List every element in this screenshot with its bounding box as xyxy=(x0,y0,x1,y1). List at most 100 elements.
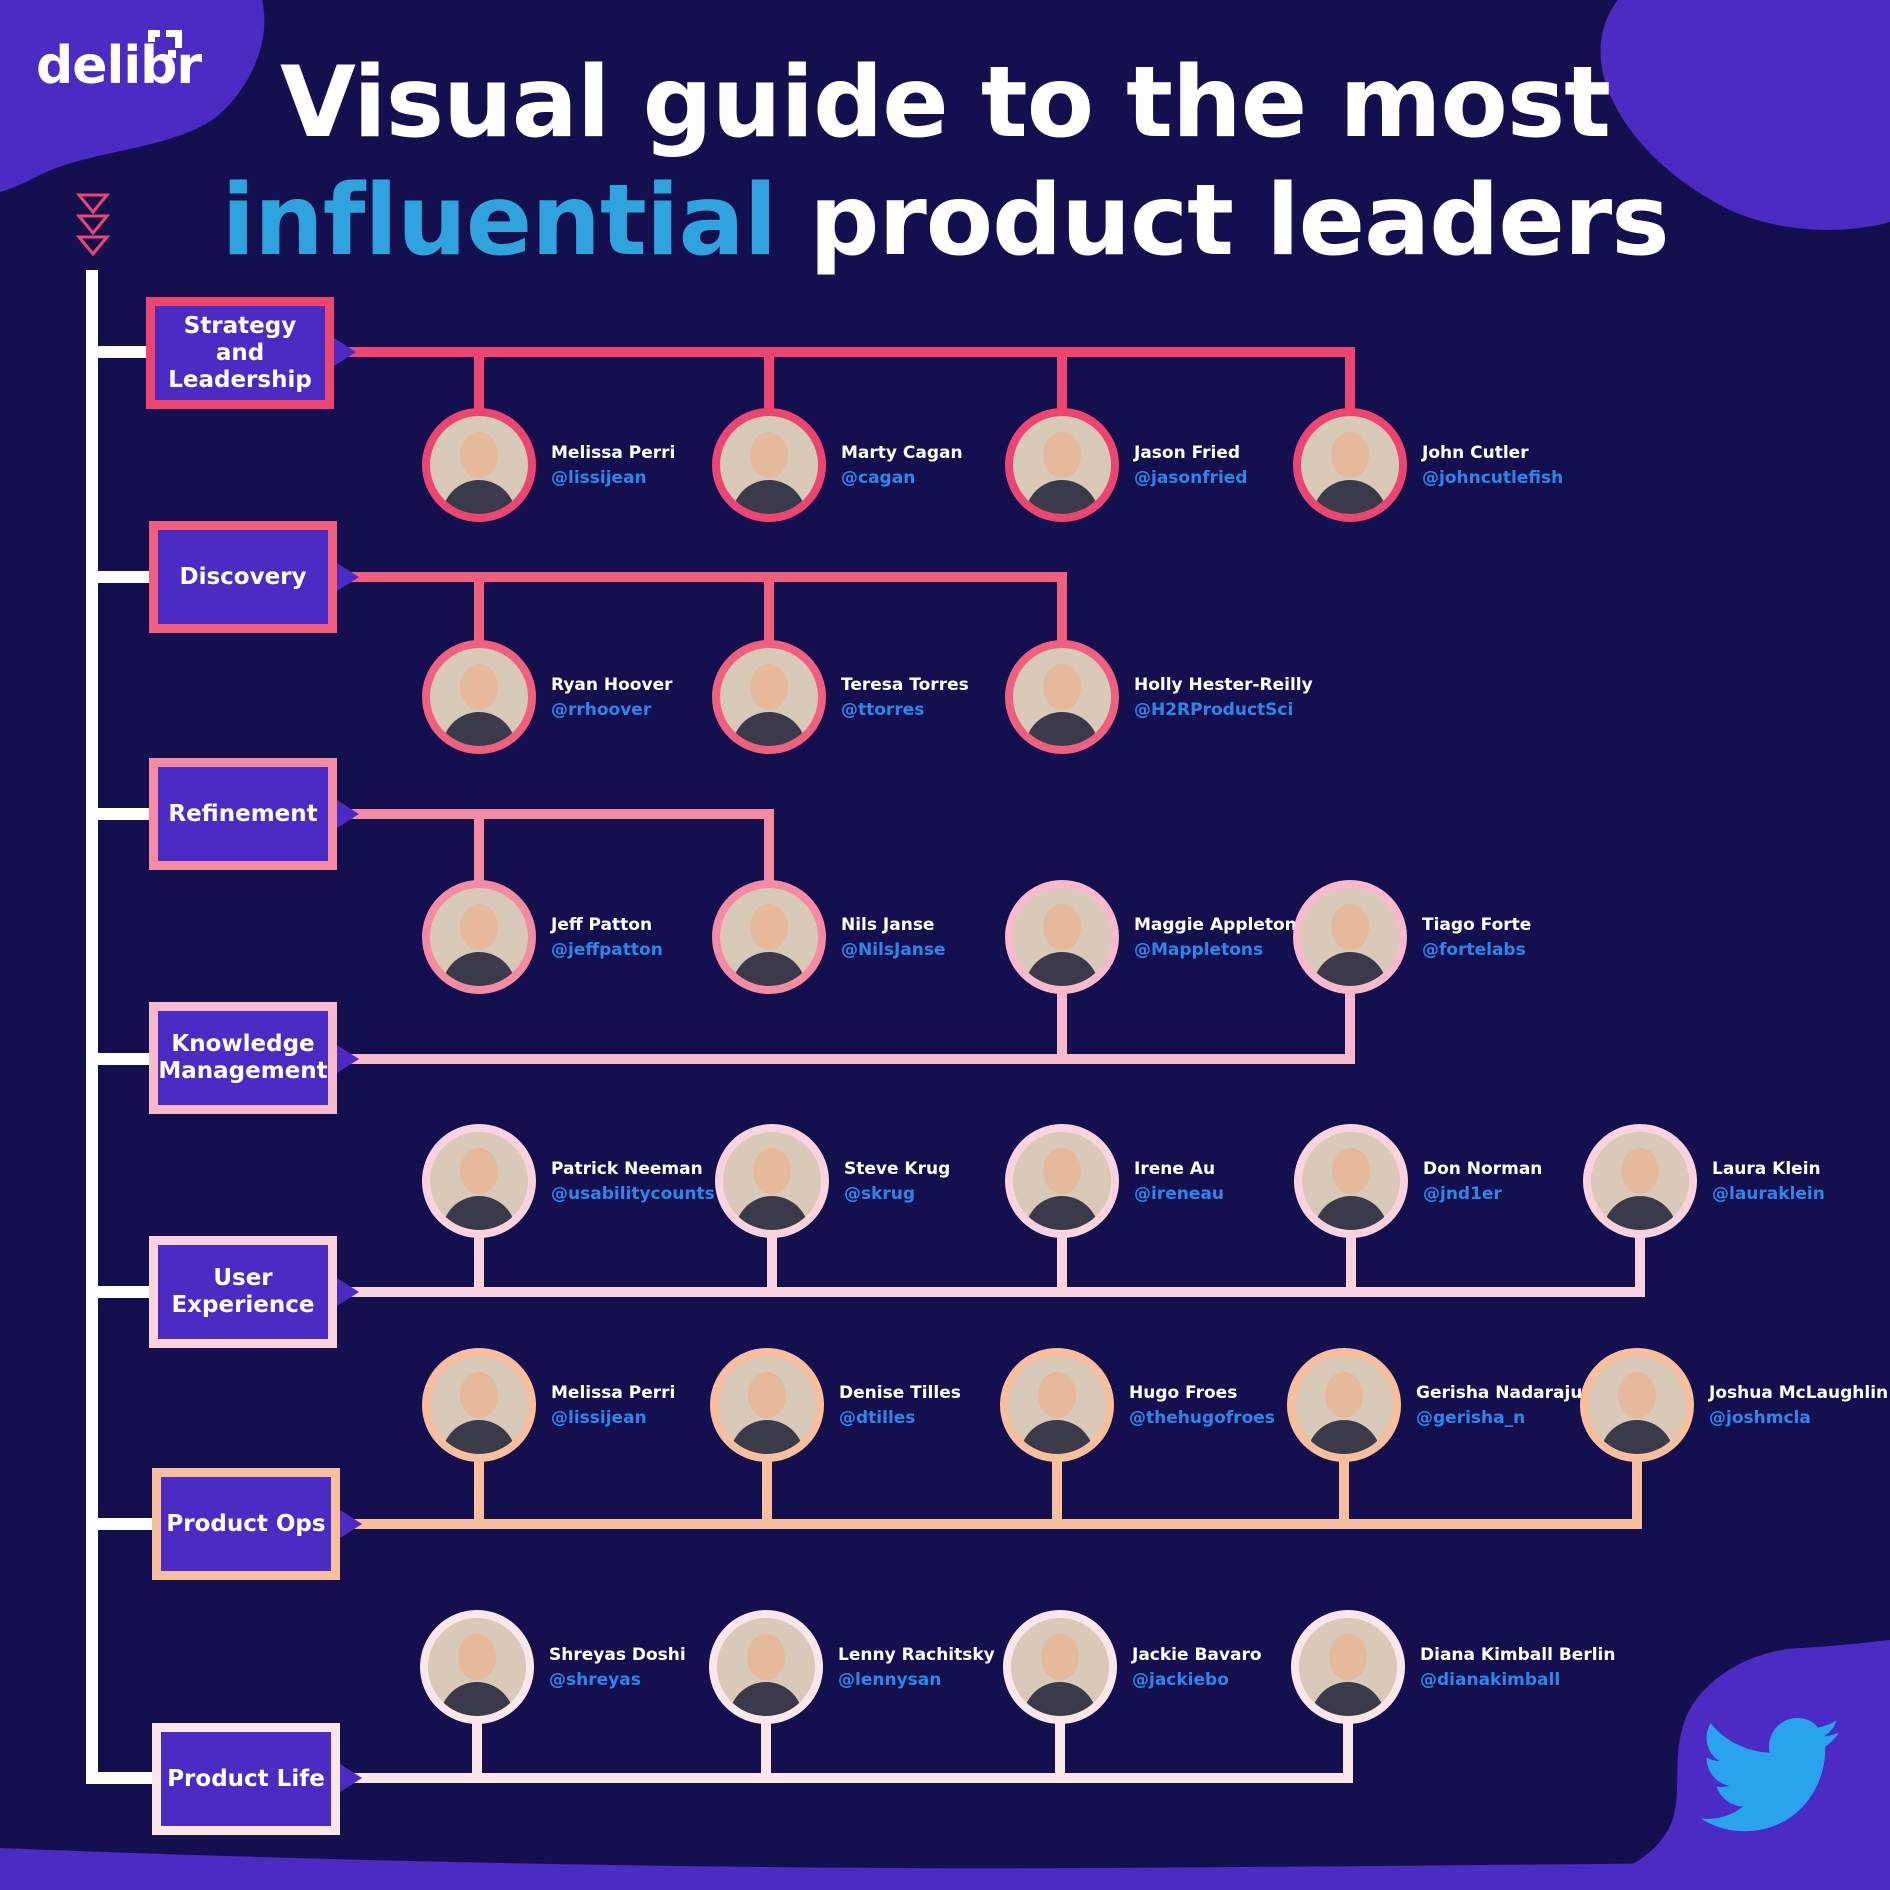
avatar[interactable] xyxy=(1293,408,1407,522)
person-name: Jason Fried xyxy=(1134,443,1241,463)
avatar[interactable] xyxy=(1291,1610,1405,1724)
person-name: Patrick Neeman xyxy=(551,1159,703,1179)
category-box: Strategy and Leadership xyxy=(146,297,334,409)
avatar-head xyxy=(1325,1372,1363,1418)
avatar-body xyxy=(729,1682,803,1716)
avatar[interactable] xyxy=(422,408,536,522)
person-handle[interactable]: @jasonfried xyxy=(1134,468,1248,488)
avatar[interactable] xyxy=(1293,880,1407,994)
person-handle[interactable]: @jnd1er xyxy=(1423,1184,1502,1204)
person-handle[interactable]: @dtilles xyxy=(839,1408,916,1428)
avatar[interactable] xyxy=(715,1124,829,1238)
person-handle[interactable]: @skrug xyxy=(844,1184,916,1204)
avatar[interactable] xyxy=(712,408,826,522)
avatar[interactable] xyxy=(712,640,826,754)
avatar[interactable] xyxy=(422,640,536,754)
avatar[interactable] xyxy=(422,1348,536,1462)
title-line-1: Visual guide to the most xyxy=(279,46,1611,160)
avatar-head xyxy=(1331,904,1369,950)
person-name: Holly Hester-Reilly xyxy=(1134,675,1313,695)
avatar[interactable] xyxy=(1287,1348,1401,1462)
avatar-head xyxy=(750,664,788,710)
avatar-body xyxy=(440,1682,514,1716)
person-handle[interactable]: @fortelabs xyxy=(1422,940,1526,960)
avatar[interactable] xyxy=(1005,640,1119,754)
avatar-body xyxy=(1025,1196,1099,1230)
person-handle[interactable]: @ttorres xyxy=(841,700,925,720)
category-label: Knowledge Management xyxy=(158,1031,328,1084)
top-left-blob xyxy=(0,0,265,192)
person-name: Shreyas Doshi xyxy=(549,1645,686,1665)
avatar[interactable] xyxy=(1005,880,1119,994)
avatar-body xyxy=(1600,1420,1674,1454)
person-name: Hugo Froes xyxy=(1129,1383,1238,1403)
avatar-body xyxy=(1023,1682,1097,1716)
person-name: Marty Cagan xyxy=(841,443,963,463)
avatar-head xyxy=(747,1634,785,1680)
person-handle[interactable]: @ireneau xyxy=(1134,1184,1224,1204)
category-label: Product Life xyxy=(167,1765,325,1792)
person-handle[interactable]: @cagan xyxy=(841,468,916,488)
avatar-head xyxy=(1621,1148,1659,1194)
avatar-body xyxy=(1313,952,1387,986)
avatar[interactable] xyxy=(1000,1348,1114,1462)
avatar-head xyxy=(460,1148,498,1194)
avatar-body xyxy=(730,1420,804,1454)
category-box: Refinement xyxy=(149,758,337,870)
person-handle[interactable]: @lauraklein xyxy=(1712,1184,1825,1204)
person-handle[interactable]: @Mappletons xyxy=(1134,940,1264,960)
avatar[interactable] xyxy=(709,1610,823,1724)
person-handle[interactable]: @johncutlefish xyxy=(1422,468,1564,488)
avatar[interactable] xyxy=(712,880,826,994)
avatar-body xyxy=(1603,1196,1677,1230)
avatar[interactable] xyxy=(1003,1610,1117,1724)
category-arrow xyxy=(340,1510,362,1538)
person-handle[interactable]: @H2RProductSci xyxy=(1134,700,1294,720)
person-handle[interactable]: @jeffpatton xyxy=(551,940,663,960)
person-name: Laura Klein xyxy=(1712,1159,1821,1179)
person-handle[interactable]: @lennysan xyxy=(838,1670,942,1690)
avatar-body xyxy=(1020,1420,1094,1454)
avatar[interactable] xyxy=(710,1348,824,1462)
avatar-head xyxy=(753,1148,791,1194)
avatar[interactable] xyxy=(1005,408,1119,522)
avatar-head xyxy=(1332,1148,1370,1194)
top-right-blob xyxy=(1600,0,1890,230)
avatar-head xyxy=(460,904,498,950)
avatar[interactable] xyxy=(1583,1124,1697,1238)
avatar[interactable] xyxy=(422,880,536,994)
avatar-body xyxy=(1313,480,1387,514)
person-name: Steve Krug xyxy=(844,1159,951,1179)
avatar-head xyxy=(1043,432,1081,478)
avatar-head xyxy=(750,904,788,950)
person-handle[interactable]: @shreyas xyxy=(549,1670,641,1690)
avatar[interactable] xyxy=(1294,1124,1408,1238)
person-handle[interactable]: @thehugofroes xyxy=(1129,1408,1275,1428)
person-handle[interactable]: @NilsJanse xyxy=(841,940,946,960)
category-label: Discovery xyxy=(179,563,307,590)
avatar-body xyxy=(1311,1682,1385,1716)
person-handle[interactable]: @rrhoover xyxy=(551,700,652,720)
avatar[interactable] xyxy=(1005,1124,1119,1238)
person-handle[interactable]: @joshmcla xyxy=(1709,1408,1811,1428)
avatar[interactable] xyxy=(422,1124,536,1238)
title-accent: influential xyxy=(221,164,777,278)
person-handle[interactable]: @gerisha_n xyxy=(1416,1408,1526,1428)
twitter-bird-icon[interactable] xyxy=(1700,1718,1844,1836)
avatar[interactable] xyxy=(420,1610,534,1724)
person-handle[interactable]: @usabilitycounts xyxy=(551,1184,715,1204)
person-handle[interactable]: @dianakimball xyxy=(1420,1670,1561,1690)
avatar-body xyxy=(732,480,806,514)
person-handle[interactable]: @jackiebo xyxy=(1132,1670,1229,1690)
person-handle[interactable]: @lissijean xyxy=(551,1408,647,1428)
avatar-head xyxy=(1331,432,1369,478)
person-name: Lenny Rachitsky xyxy=(838,1645,995,1665)
person-name: Jackie Bavaro xyxy=(1132,1645,1262,1665)
category-label: Strategy and Leadership xyxy=(168,312,312,393)
category-arrow xyxy=(337,1278,359,1306)
person-handle[interactable]: @lissijean xyxy=(551,468,647,488)
person-name: Diana Kimball Berlin xyxy=(1420,1645,1616,1665)
delibr-bracket-icon xyxy=(148,30,182,58)
avatar[interactable] xyxy=(1580,1348,1694,1462)
